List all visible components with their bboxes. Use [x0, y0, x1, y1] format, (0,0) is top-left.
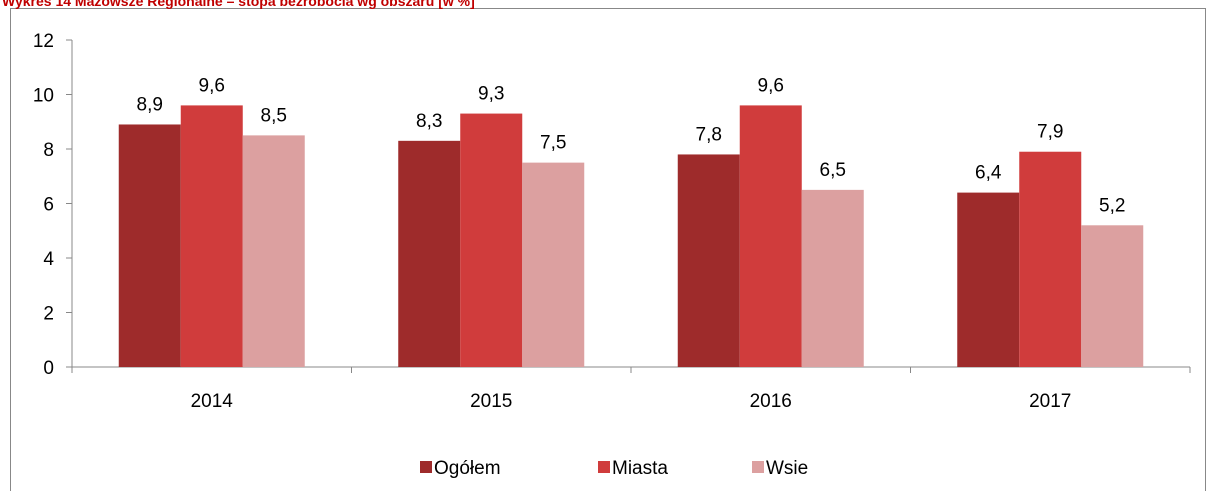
y-tick-label: 2 [43, 304, 54, 325]
y-tick-label: 0 [43, 358, 54, 379]
bar [180, 105, 243, 368]
y-tick-label: 12 [33, 31, 54, 52]
legend-swatch [420, 461, 432, 473]
value-label: 7,8 [696, 124, 722, 145]
chart-title: Wykres 14 Mazowsze Regionalne – stopa be… [2, 0, 475, 9]
bar [1019, 151, 1082, 367]
title-strip [0, 0, 1207, 8]
value-label: 9,6 [199, 75, 225, 96]
bar [677, 154, 740, 367]
bar [398, 140, 461, 367]
bar [957, 192, 1020, 367]
legend-swatch [752, 461, 764, 473]
y-tick-label: 8 [43, 140, 54, 161]
legend-label: Miasta [612, 458, 668, 479]
bar [522, 162, 585, 367]
legend-label: Wsie [766, 458, 808, 479]
value-label: 9,3 [478, 84, 504, 105]
value-label: 9,6 [758, 75, 784, 96]
value-label: 6,5 [820, 160, 846, 181]
legend-swatch [598, 461, 610, 473]
x-tick-label: 2016 [750, 391, 792, 412]
bar [739, 105, 802, 368]
value-label: 7,5 [540, 133, 566, 154]
value-label: 8,9 [137, 94, 163, 115]
value-label: 6,4 [975, 163, 1002, 184]
bar [1081, 225, 1144, 367]
bar [801, 189, 864, 367]
y-tick-label: 10 [33, 86, 54, 107]
x-tick-label: 2015 [470, 391, 512, 412]
x-tick-label: 2017 [1029, 391, 1071, 412]
value-label: 7,9 [1037, 122, 1063, 143]
legend-label: Ogółem [434, 458, 501, 479]
value-label: 8,5 [261, 105, 287, 126]
x-tick-label: 2014 [191, 391, 234, 412]
y-tick-label: 4 [43, 249, 54, 270]
bar [118, 124, 181, 367]
value-label: 5,2 [1099, 195, 1125, 216]
bar [242, 135, 305, 367]
y-tick-label: 6 [43, 195, 54, 216]
bar [460, 113, 523, 367]
value-label: 8,3 [416, 111, 442, 132]
